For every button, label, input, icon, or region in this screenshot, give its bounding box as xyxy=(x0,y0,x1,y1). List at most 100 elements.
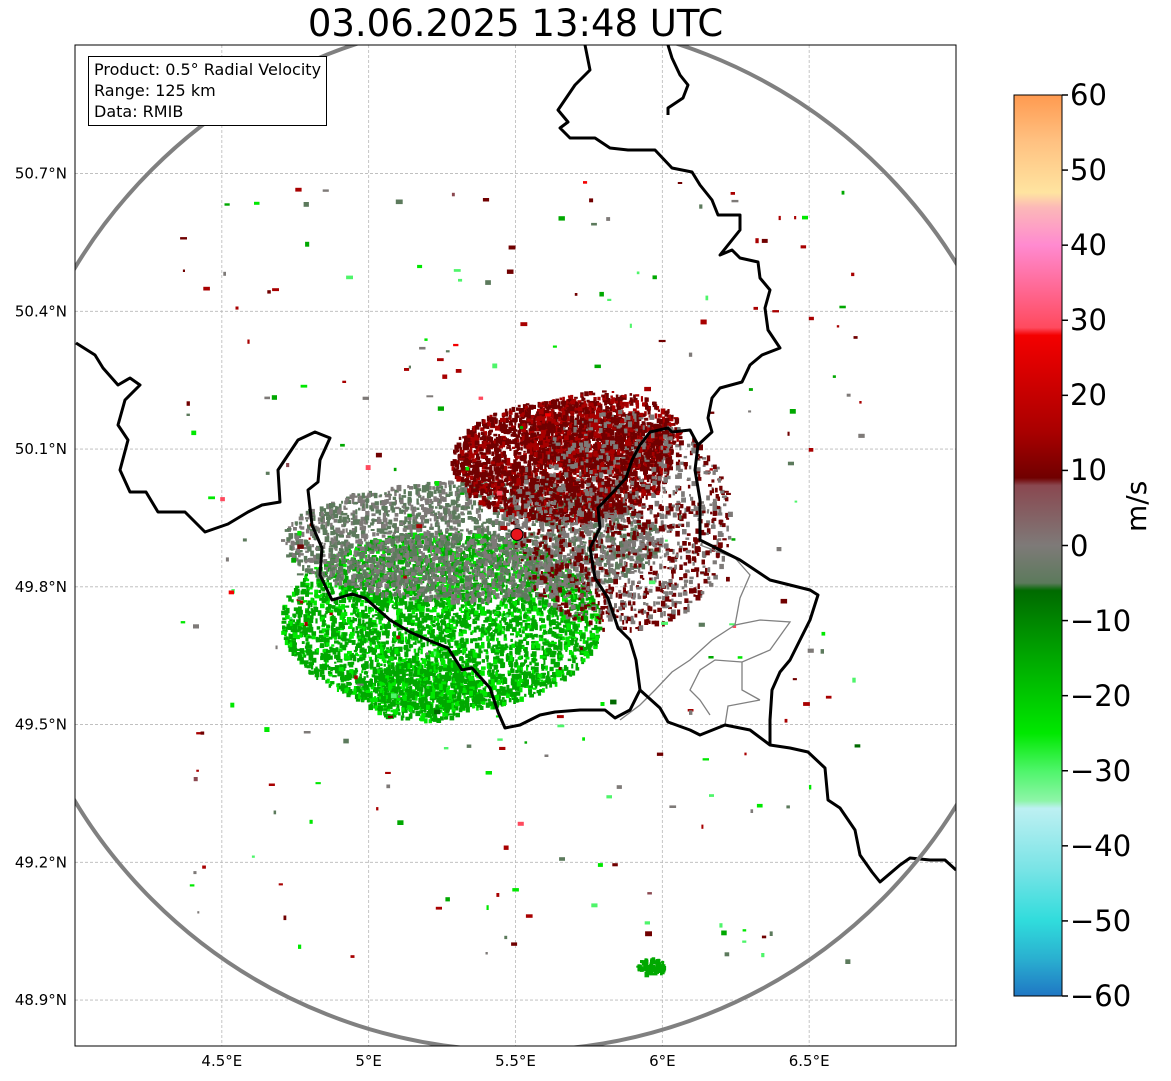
echo-cell xyxy=(362,641,367,644)
echo-cell xyxy=(375,617,381,620)
echo-cell xyxy=(477,541,481,544)
echo-cell xyxy=(529,661,532,666)
echo-cell xyxy=(369,697,374,702)
echo-cell xyxy=(331,514,335,520)
echo-cell xyxy=(303,614,308,617)
echo-cell xyxy=(542,604,547,607)
echo-cell xyxy=(403,699,408,703)
echo-cell xyxy=(460,637,464,641)
echo-cell xyxy=(366,697,372,703)
echo-cell xyxy=(474,594,478,598)
echo-cell xyxy=(519,551,524,554)
echo-cell xyxy=(487,518,492,523)
echo-cell xyxy=(444,693,448,698)
echo-cell xyxy=(331,633,336,637)
echo-cell xyxy=(418,691,421,697)
echo-cell xyxy=(452,713,457,716)
echo-cell xyxy=(403,672,406,678)
echo-cell xyxy=(383,679,388,683)
echo-cell xyxy=(463,689,467,693)
echo-cell xyxy=(520,567,523,572)
echo-cell xyxy=(394,567,398,571)
echo-cell xyxy=(383,531,389,535)
echo-cell xyxy=(364,671,368,675)
echo-cell xyxy=(347,678,350,681)
echo-cell xyxy=(451,702,454,709)
echo-cell xyxy=(495,688,501,692)
echo-cell xyxy=(489,617,492,622)
echo-cell xyxy=(576,597,580,600)
echo-cell xyxy=(373,675,378,679)
echo-cell xyxy=(506,684,510,691)
echo-cell xyxy=(501,681,504,685)
echo-cell xyxy=(511,627,517,632)
echo-cell xyxy=(490,549,493,555)
echo-cell xyxy=(299,525,302,529)
echo-cell xyxy=(347,619,351,625)
echo-cell xyxy=(387,687,390,693)
echo-cell xyxy=(399,597,402,603)
echo-cell xyxy=(431,549,435,552)
echo-cell xyxy=(519,687,523,693)
echo-cell xyxy=(316,648,320,653)
echo-cell xyxy=(455,623,459,627)
echo-cell xyxy=(523,636,528,640)
echo-cell xyxy=(307,635,312,639)
echo-cell xyxy=(371,502,376,509)
echo-cell xyxy=(335,606,341,609)
echo-cell xyxy=(412,635,418,640)
echo-cell xyxy=(441,683,447,690)
echo-cell xyxy=(402,593,406,598)
echo-cell xyxy=(472,703,476,709)
echo-cell xyxy=(508,691,513,697)
echo-cell xyxy=(407,544,412,549)
echo-cell xyxy=(498,554,504,560)
echo-cell xyxy=(556,615,559,621)
echo-cell xyxy=(287,626,293,630)
echo-cell xyxy=(579,630,583,636)
echo-cell xyxy=(477,661,480,665)
echo-cell xyxy=(555,668,559,675)
echo-cell xyxy=(389,656,394,662)
echo-cell xyxy=(381,630,387,636)
echo-cell xyxy=(424,674,429,679)
echo-cell xyxy=(464,599,468,606)
echo-cell xyxy=(360,591,365,596)
echo-cell xyxy=(568,650,573,655)
echo-cell xyxy=(368,695,373,699)
echo-cell xyxy=(434,516,440,520)
echo-cell xyxy=(500,590,503,595)
echo-cell xyxy=(427,680,432,685)
echo-cell xyxy=(326,664,329,668)
echo-cell xyxy=(373,597,378,602)
echo-cell xyxy=(291,651,295,656)
echo-cell xyxy=(408,708,413,712)
echo-cell xyxy=(428,715,432,718)
echo-cell xyxy=(398,581,403,586)
echo-cell xyxy=(521,629,525,634)
echo-cell xyxy=(417,669,422,675)
echo-cell xyxy=(463,594,466,597)
echo-cell xyxy=(523,670,526,676)
echo-cell xyxy=(284,529,290,532)
echo-cell xyxy=(311,517,315,521)
echo-cell xyxy=(342,671,345,678)
echo-cell xyxy=(538,638,544,642)
echo-cell xyxy=(419,629,423,634)
echo-cell xyxy=(372,637,376,642)
echo-cell xyxy=(533,658,538,662)
echo-cell xyxy=(363,613,368,619)
echo-cell xyxy=(547,650,552,655)
echo-cell xyxy=(492,629,496,633)
echo-cell xyxy=(427,510,432,515)
echo-cell xyxy=(351,574,354,580)
echo-cell xyxy=(459,638,465,644)
echo-cell xyxy=(432,687,435,693)
echo-cell xyxy=(571,622,575,625)
echo-cell xyxy=(483,691,488,697)
echo-cell xyxy=(438,696,442,700)
echo-cell xyxy=(468,612,471,617)
echo-cell xyxy=(488,679,492,685)
echo-cell xyxy=(448,690,454,695)
